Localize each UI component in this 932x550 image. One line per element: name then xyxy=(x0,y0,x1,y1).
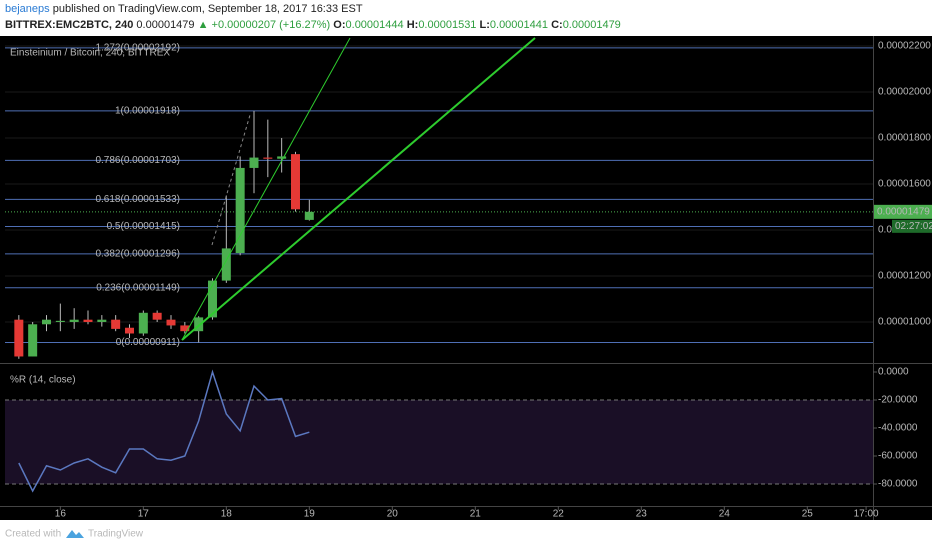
x-tick-label: 17 xyxy=(138,509,150,520)
y-tick-label: 0.0000 xyxy=(878,367,909,378)
x-tick-label: 22 xyxy=(553,509,565,520)
fib-label: 1(0.00001918) xyxy=(115,106,180,117)
o-val: 0.00001444 xyxy=(346,19,404,31)
x-tick-label: 24 xyxy=(719,509,731,520)
candle-body xyxy=(249,157,259,168)
y-tick-label: -40.0000 xyxy=(878,423,918,434)
l-label: L: xyxy=(480,19,490,31)
fib-label: 1.272(0.00002192) xyxy=(95,43,180,54)
x-tick-label: 20 xyxy=(387,509,399,520)
l-val: 0.00001441 xyxy=(490,19,548,31)
change: ▲ +0.00000207 (+16.27%) xyxy=(198,19,331,31)
h-label: H: xyxy=(407,19,419,31)
published: published on TradingView.com, September … xyxy=(53,3,363,15)
x-tick-label: 21 xyxy=(470,509,482,520)
fib-label: 0.382(0.00001296) xyxy=(95,249,180,260)
y-tick-label: -80.0000 xyxy=(878,479,918,490)
y-tick-label: 0.00002000 xyxy=(878,87,931,98)
chart-title: Einsteinium / Bitcoin, 240, BITTREX xyxy=(10,48,170,59)
plot: 1.272(0.00002192) 1(0.00001918) 0.786(0.00… xyxy=(5,43,877,510)
candle-body xyxy=(235,167,245,254)
y-tick-label: -20.0000 xyxy=(878,395,918,406)
y-tick-label: 0.00002200 xyxy=(878,41,931,52)
trend-line[interactable] xyxy=(181,37,536,341)
fib-label: 0(0.00000911) xyxy=(116,337,180,348)
header-line2: BITTREX:EMC2BTC, 240 0.00001479 ▲ +0.000… xyxy=(5,19,621,31)
projection-line[interactable] xyxy=(211,114,251,246)
trend-line[interactable] xyxy=(181,37,351,341)
indicator-line xyxy=(18,369,310,493)
candle-body xyxy=(28,324,38,357)
symbol: BITTREX:EMC2BTC, 240 xyxy=(5,19,133,31)
x-tick-label: 25 xyxy=(802,509,814,520)
y-tick-label: -60.0000 xyxy=(878,451,918,462)
h-val: 0.00001531 xyxy=(418,19,476,31)
candle-body xyxy=(290,154,300,210)
candle-body xyxy=(41,319,51,325)
y-tick-label: 0.00001000 xyxy=(878,317,931,328)
x-tick-label: 16 xyxy=(55,509,67,520)
candle-body xyxy=(207,280,217,318)
candle-body xyxy=(55,320,65,322)
footer-created: Created with xyxy=(5,529,61,540)
c-val: 0.00001479 xyxy=(563,19,621,31)
x-tick-label: 17:00 xyxy=(854,509,879,520)
indicator-title: %R (14, close) xyxy=(10,375,76,386)
last-price-box xyxy=(874,204,932,219)
candle-body xyxy=(180,325,190,332)
candle-body xyxy=(124,327,134,334)
countdown: 02:27:02 xyxy=(895,221,932,232)
band xyxy=(5,400,873,484)
candle-body xyxy=(304,211,314,220)
candle-body xyxy=(111,319,121,329)
y-tick-label: 0.00001200 xyxy=(878,271,931,282)
y-tick-label: 0.00001600 xyxy=(878,179,931,190)
tv-logo xyxy=(66,530,84,538)
last: 0.00001479 xyxy=(136,19,194,31)
candle-body xyxy=(166,319,176,326)
candle-body xyxy=(263,157,273,159)
candle-body xyxy=(277,156,287,159)
candle-body xyxy=(152,312,162,320)
candle-body xyxy=(221,248,231,281)
last-price-label: 0.00001479 xyxy=(877,206,930,217)
x-tick-label: 23 xyxy=(636,509,648,520)
x-tick-label: 19 xyxy=(304,509,316,520)
candle-body xyxy=(83,319,93,322)
y-tick-label: 0.00001800 xyxy=(878,133,931,144)
fib-label: 0.618(0.00001533) xyxy=(95,194,180,205)
fib-label: 0.5(0.00001415) xyxy=(107,221,180,232)
footer-brand[interactable]: TradingView xyxy=(88,529,144,540)
candle-body xyxy=(138,312,148,334)
candle-body xyxy=(14,319,24,357)
countdown-box xyxy=(892,219,932,233)
c-label: C: xyxy=(551,19,563,31)
fib-label: 0.236(0.00001149) xyxy=(96,282,180,293)
x-tick-label: 18 xyxy=(221,509,233,520)
user[interactable]: bejaneps xyxy=(5,3,50,15)
candle-body xyxy=(69,319,79,322)
fib-label: 0.786(0.00001703) xyxy=(95,155,180,166)
header-line1: bejaneps published on TradingView.com, S… xyxy=(5,3,363,15)
candle-body xyxy=(194,317,204,332)
o-label: O: xyxy=(333,19,345,31)
candle-body xyxy=(97,319,107,322)
